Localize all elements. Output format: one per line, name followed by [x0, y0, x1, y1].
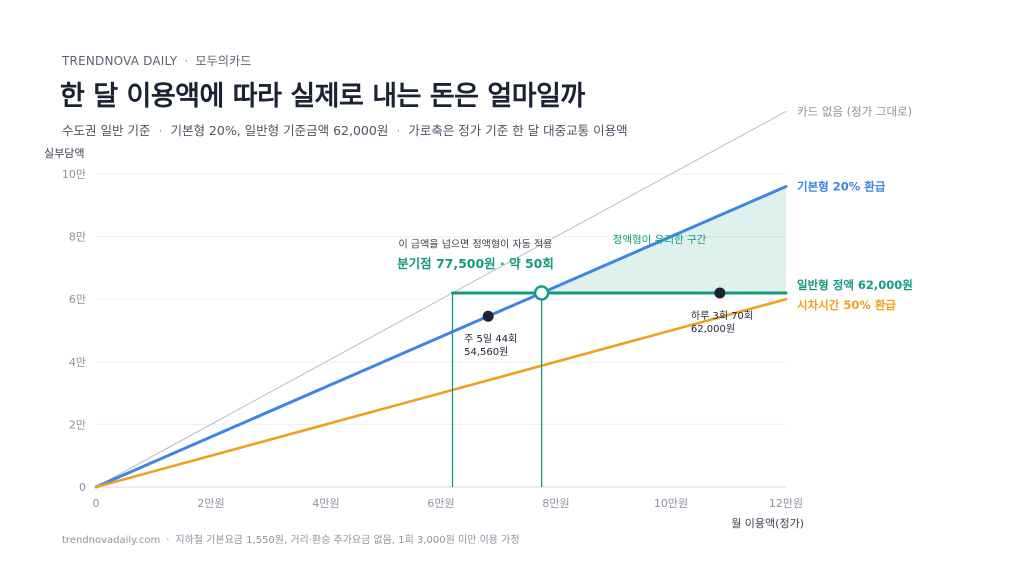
breakeven-marker: [533, 285, 550, 301]
grid-layer: [96, 173, 786, 488]
chart-subtitle: 수도권 일반 기준 · 기본형 20%, 일반형 기준금액 62,000원 · 가로축은…: [62, 120, 628, 139]
subtitle-part-1: 수도권 일반 기준: [62, 123, 151, 138]
data-point-label: 54,560원: [464, 346, 508, 358]
footer-separator: ·: [166, 535, 170, 546]
label-layer: 정액형이 유리한 구간 카드 없음 (정가 그대로) 기본형 20% 환급시차시간 …: [397, 104, 913, 358]
x-tick-label: 6만원: [427, 497, 454, 510]
x-tick-label: 12만원: [769, 497, 803, 510]
series-label-basic: 기본형 20% 환급: [797, 180, 886, 194]
data-point: [482, 310, 494, 322]
series-line-basic: [94, 185, 788, 489]
data-point: [714, 287, 726, 299]
brand-partner: 모두의카드: [195, 54, 252, 68]
series-line-no-card: [95, 110, 787, 488]
footer: trendnovadaily.com · 지하철 기본요금 1,550원, 거리·환…: [62, 531, 520, 546]
shaded-region-label: 정액형이 유리한 구간: [613, 234, 707, 246]
data-point-label: 62,000원: [691, 323, 735, 335]
data-point-label: 주 5일 44회: [464, 333, 517, 345]
x-tick-label: 2만원: [197, 497, 224, 510]
y-axis-title: 실부담액: [44, 147, 84, 160]
series-label-no-card: 카드 없음 (정가 그대로): [797, 104, 912, 118]
x-tick-label: 0: [93, 497, 100, 510]
subtitle-separator: ·: [396, 123, 401, 138]
series-label-offpeak: 시차시간 50% 환급: [797, 298, 896, 312]
footer-site: trendnovadaily.com: [62, 535, 161, 546]
breakeven-note: 이 금액을 넘으면 정액형이 자동 적용: [399, 239, 553, 251]
y-tick-label: 10만: [62, 168, 86, 181]
y-tick-label: 0: [79, 481, 86, 494]
brand-line: TRENDNOVA DAILY · 모두의카드: [62, 52, 252, 69]
subtitle-part-3: 가로축은 정가 기준 한 달 대중교통 이용액: [408, 123, 628, 138]
subtitle-separator: ·: [158, 123, 163, 138]
brand-separator: ·: [184, 54, 189, 68]
y-tick-label: 8만: [69, 231, 86, 244]
series-label-flat: 일반형 정액 62,000원: [797, 278, 913, 292]
x-tick-label: 8만원: [542, 497, 569, 510]
brand-name: TRENDNOVA DAILY: [62, 54, 178, 68]
x-tick-label: 10만원: [654, 497, 688, 510]
y-tick-label: 4만: [69, 356, 86, 369]
x-tick-label: 4만원: [312, 497, 339, 510]
footer-note: 지하철 기본요금 1,550원, 거리·환승 추가요금 없음, 1회 3,000…: [175, 535, 520, 546]
breakeven-label: 분기점 77,500원 · 약 50회: [397, 256, 554, 271]
y-tick-label: 2만: [69, 418, 86, 431]
chart-title: 한 달 이용액에 따라 실제로 내는 돈은 얼마일까: [60, 81, 585, 112]
y-tick-label: 6만: [69, 293, 86, 306]
series-line-offpeak: [94, 297, 788, 489]
data-point-label: 하루 3회 70회: [691, 309, 753, 322]
series-layer: [94, 110, 788, 489]
x-axis-title: 월 이용액(정가): [731, 517, 804, 530]
subtitle-part-2: 기본형 20%, 일반형 기준금액 62,000원: [170, 123, 389, 138]
